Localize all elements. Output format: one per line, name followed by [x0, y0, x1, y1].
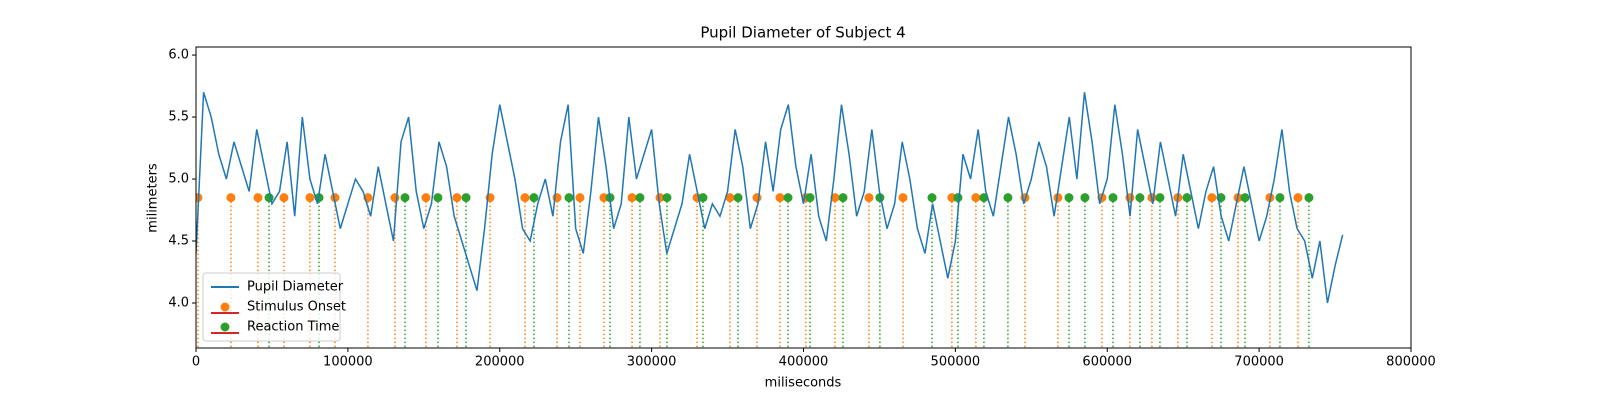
y-tick-label: 4.0: [168, 295, 189, 310]
stem-marker: [875, 193, 885, 203]
stem-marker: [898, 193, 908, 203]
y-tick-label: 5.0: [168, 172, 189, 187]
plot-frame: [195, 46, 1412, 349]
x-tick-label: 700000: [1234, 355, 1284, 370]
stem-marker: [461, 193, 471, 203]
x-tick-label: 600000: [1082, 355, 1132, 370]
legend-label: Stimulus Onset: [247, 300, 346, 315]
stem-marker: [627, 193, 637, 203]
legend-box: [202, 272, 341, 342]
stem-marker: [575, 193, 585, 203]
y-tick-label: 6.0: [168, 48, 189, 63]
stem-marker: [433, 193, 443, 203]
x-tick-label: 200000: [475, 355, 525, 370]
stem-marker: [838, 193, 848, 203]
stem-marker: [1053, 193, 1063, 203]
stem-marker: [662, 193, 672, 203]
stem-marker: [1304, 193, 1314, 203]
data-line: [196, 92, 1344, 304]
stem-marker: [1108, 193, 1118, 203]
stem-marker: [564, 193, 574, 203]
stem-marker: [1080, 193, 1090, 203]
stem-marker: [1182, 193, 1192, 203]
stem-marker: [1003, 193, 1013, 203]
legend-swatch: [220, 322, 230, 332]
axes: 0 100000 200000 300000 400000 500000 600000 700…: [168, 46, 1436, 370]
legend-swatch: [220, 302, 230, 312]
stem-marker: [390, 193, 400, 203]
stem-marker: [1064, 193, 1074, 203]
stem-marker: [1207, 193, 1217, 203]
y-tick-label: 4.5: [168, 234, 189, 249]
plot-area: [196, 92, 1344, 348]
stem-marker: [1275, 193, 1285, 203]
stem-marker: [1135, 193, 1145, 203]
stem-marker: [971, 193, 981, 203]
stem-marker: [529, 193, 539, 203]
x-axis-label: miliseconds: [765, 376, 842, 391]
stem-marker: [953, 193, 963, 203]
x-tick-label: 500000: [931, 355, 981, 370]
stem-marker: [264, 193, 274, 203]
stem-marker: [698, 193, 708, 203]
x-tick-label: 400000: [779, 355, 829, 370]
stem-marker: [830, 193, 840, 203]
stem-marker: [927, 193, 937, 203]
stem-marker: [733, 193, 743, 203]
stem-marker: [635, 193, 645, 203]
stem-marker: [783, 193, 793, 203]
legend-label: Pupil Diameter: [247, 280, 344, 295]
chart-title: Pupil Diameter of Subject 4: [700, 24, 905, 42]
stem-marker: [1293, 193, 1303, 203]
stem-marker: [330, 193, 340, 203]
stem-marker: [400, 193, 410, 203]
stem-marker: [805, 193, 815, 203]
x-tick-label: 800000: [1386, 355, 1436, 370]
stem-marker: [752, 193, 762, 203]
stem-marker: [520, 193, 530, 203]
stem-marker: [1240, 193, 1250, 203]
x-tick-label: 100000: [323, 355, 373, 370]
y-tick-label: 5.5: [168, 110, 189, 125]
stem-marker: [305, 193, 315, 203]
stem-marker: [725, 193, 735, 203]
stem-marker: [864, 193, 874, 203]
y-axis-label: milimeters: [146, 163, 161, 233]
stem-marker: [775, 193, 785, 203]
x-tick-label: 300000: [627, 355, 677, 370]
stem-marker: [1155, 193, 1165, 203]
stem-marker: [421, 193, 431, 203]
stem-marker: [226, 193, 236, 203]
stem-marker: [253, 193, 263, 203]
stem-marker: [279, 193, 289, 203]
legend-label: Reaction Time: [247, 320, 339, 335]
x-tick-label: 0: [192, 355, 200, 370]
stem-marker: [452, 193, 462, 203]
